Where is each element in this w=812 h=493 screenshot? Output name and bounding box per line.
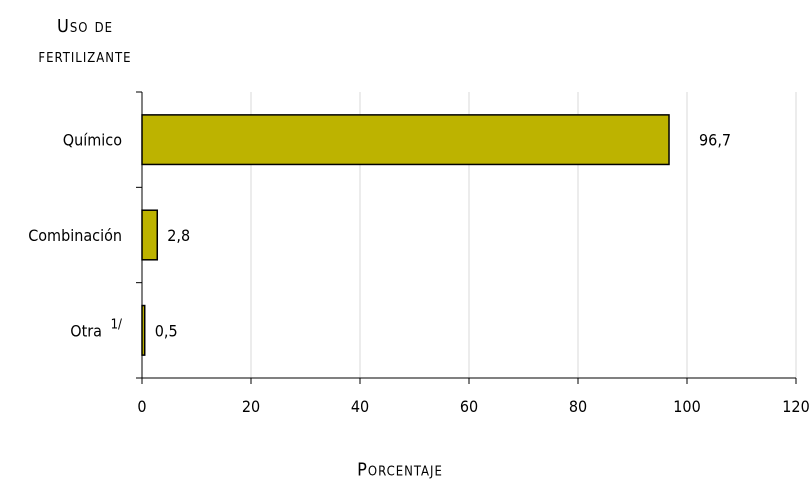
x-tick-label-3: 60 [460,397,478,416]
x-axis-title: Porcentaje [357,459,443,481]
x-tick-label-4: 80 [569,397,587,416]
x-tick-label-0: 0 [137,397,146,416]
value-label-1: 2,8 [167,226,190,245]
category-label-0: Químico [63,131,122,150]
y-axis-title-line-2: fertilizante [38,46,132,67]
value-label-2: 0,5 [155,321,178,340]
bar-1 [141,209,159,261]
y-axis-title-line-1: Uso de [56,16,114,37]
y-axis-title: Uso de fertilizante [0,12,170,72]
x-tick-label-1: 20 [242,397,260,416]
value-label-0: 96,7 [699,131,731,150]
bar-0 [141,114,670,166]
bar-2 [141,304,146,356]
category-label-1: Combinación [28,226,122,245]
category-label-2: Otra [70,321,102,340]
x-tick-label-2: 40 [351,397,369,416]
category-superscript-2: 1/ [111,317,122,332]
x-tick-label-6: 120 [782,397,809,416]
x-tick-label-5: 100 [673,397,700,416]
